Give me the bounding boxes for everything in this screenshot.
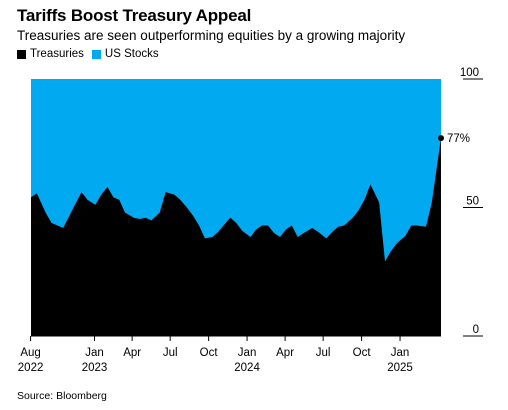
x-tick-year-9: 2025	[387, 362, 413, 374]
x-tick-label-9: Jan	[391, 347, 410, 359]
x-tick-year-5: 2024	[234, 362, 260, 374]
chart-legend: Treasuries US Stocks	[17, 48, 167, 60]
final-point-label: 77%	[447, 133, 470, 145]
x-tick-label-5: Jan	[238, 347, 257, 359]
chart-subtitle: Treasuries are seen outperforming equiti…	[17, 28, 406, 43]
x-tick-label-7: Jul	[316, 347, 331, 359]
legend-swatch-treasuries	[17, 49, 26, 59]
treasuries-area	[31, 138, 441, 336]
chart-title: Tariffs Boost Treasury Appeal	[17, 6, 252, 25]
legend-label-us-stocks: US Stocks	[104, 48, 159, 60]
x-tick-label-6: Apr	[276, 347, 294, 359]
final-point-marker	[438, 135, 444, 142]
x-tick-label-1: Jan	[85, 347, 104, 359]
y-tick-label-0: 0	[473, 324, 479, 336]
y-tick-label-50: 50	[466, 196, 479, 208]
source-note: Source: Bloomberg	[17, 390, 107, 402]
x-tick-label-2: Apr	[123, 347, 141, 359]
x-tick-label-0: Aug	[20, 347, 40, 359]
legend-swatch-us-stocks	[91, 49, 101, 59]
y-tick-label-100: 100	[460, 67, 479, 79]
legend-item-treasuries: Treasuries	[17, 48, 84, 60]
x-tick-label-3: Jul	[163, 347, 178, 359]
legend-label-treasuries: Treasuries	[30, 48, 84, 60]
legend-item-us-stocks: US Stocks	[91, 48, 159, 60]
x-tick-year-0: 2022	[18, 362, 44, 374]
x-tick-label-8: Oct	[353, 347, 372, 359]
x-tick-year-1: 2023	[82, 362, 108, 374]
x-tick-label-4: Oct	[200, 347, 219, 359]
